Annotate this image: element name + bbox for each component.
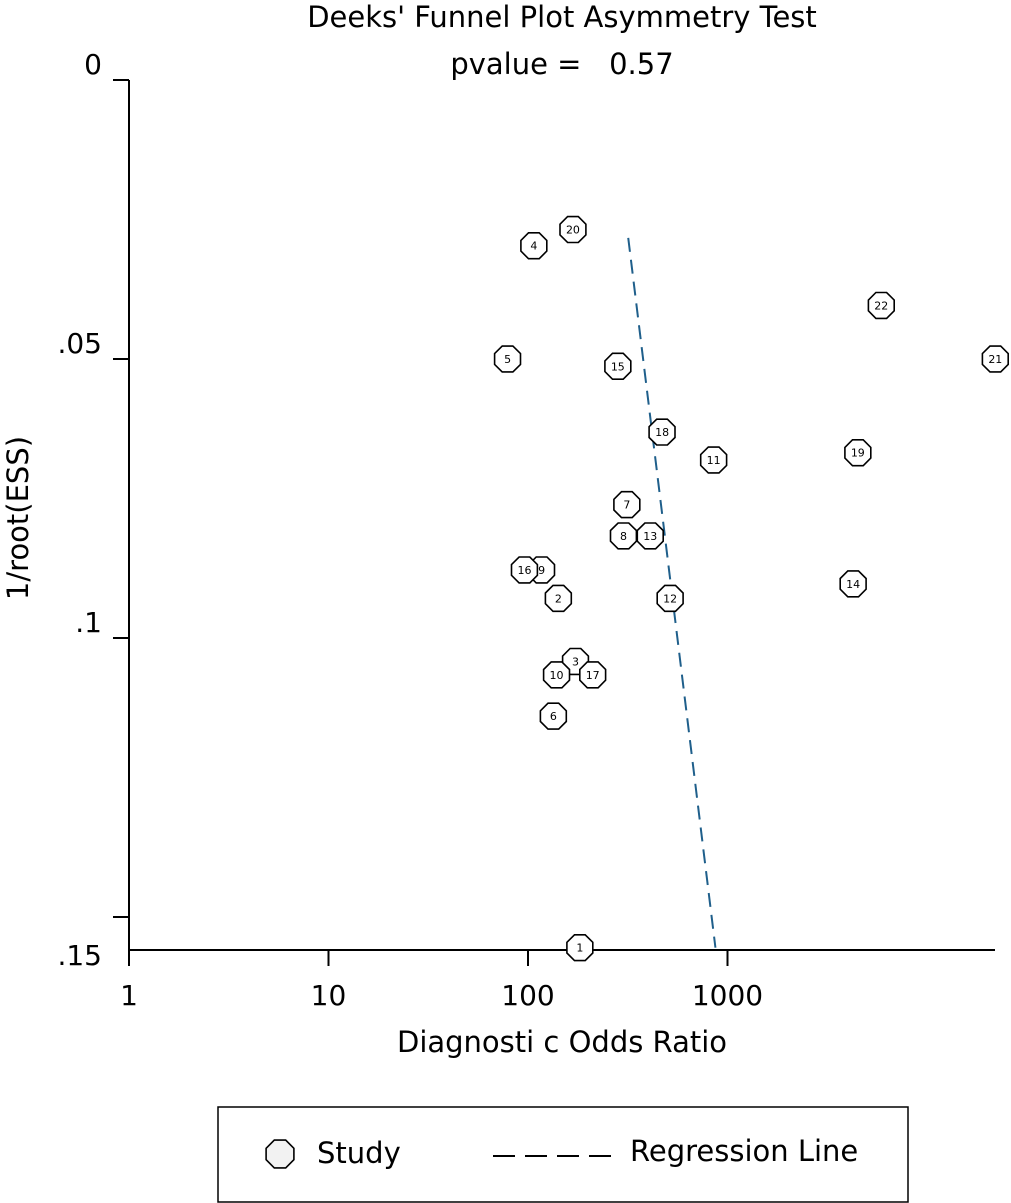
- study-label: 9: [538, 564, 545, 577]
- legend-octagon-symbol: [265, 1139, 295, 1169]
- axes: [128, 80, 995, 951]
- study-point-12: 12: [656, 584, 684, 613]
- study-point-14: 14: [839, 570, 867, 598]
- study-label: 15: [611, 360, 625, 373]
- x-ticks: 1 10 100 1000: [120, 950, 763, 1012]
- study-point-1: 1: [566, 934, 594, 962]
- study-point-19: 19: [844, 439, 872, 467]
- study-point-21: 21: [981, 345, 1009, 373]
- y-tick-label: .05: [57, 327, 102, 360]
- study-marker: [844, 439, 872, 467]
- study-label: 14: [846, 578, 860, 591]
- chart-title: Deeks' Funnel Plot Asymmetry Test: [307, 0, 817, 34]
- y-tick-label: 0: [84, 48, 102, 81]
- study-point-6: 6: [539, 702, 568, 730]
- study-label: 4: [530, 240, 537, 253]
- study-label: 22: [874, 299, 888, 312]
- x-tick-label: 10: [311, 979, 347, 1012]
- study-point-17: 17: [579, 661, 607, 689]
- study-marker: [656, 584, 684, 613]
- study-point-20: 20: [559, 215, 587, 244]
- legend-label: Study: [317, 1136, 401, 1170]
- x-tick-label: 1000: [692, 979, 763, 1012]
- study-label: 17: [586, 669, 600, 682]
- study-label: 10: [550, 669, 564, 682]
- y-tick-label: .15: [57, 939, 102, 972]
- x-axis-label: Diagnosti c Odds Ratio: [397, 1025, 727, 1059]
- study-point-15: 15: [604, 352, 632, 380]
- study-marker: [539, 702, 568, 730]
- study-point-8: 8: [609, 522, 638, 550]
- study-marker: [559, 215, 587, 244]
- study-marker: [566, 934, 594, 962]
- y-axis-label: 1/root(ESS): [1, 436, 35, 600]
- legend-item-1: Study: [265, 1136, 401, 1170]
- study-marker: [839, 570, 867, 598]
- y-ticks: 0 .05 .1 .15: [57, 48, 129, 972]
- study-label: 8: [620, 530, 627, 543]
- study-point-2: 2: [544, 584, 573, 613]
- study-point-16: 16: [510, 556, 539, 584]
- study-label: 18: [655, 426, 669, 439]
- study-label: 21: [988, 353, 1002, 366]
- study-marker: [604, 352, 632, 380]
- study-label: 6: [550, 710, 557, 723]
- study-label: 7: [623, 499, 630, 512]
- study-label: 12: [663, 592, 677, 605]
- study-label: 11: [707, 454, 721, 467]
- study-marker: [579, 661, 607, 689]
- study-point-11: 11: [699, 446, 728, 474]
- study-marker: [520, 232, 548, 260]
- study-label: 1: [576, 942, 583, 955]
- x-tick-label: 100: [501, 979, 554, 1012]
- study-label: 13: [643, 530, 657, 543]
- study-point-4: 4: [520, 232, 548, 260]
- study-marker: [544, 584, 573, 613]
- study-point-7: 7: [613, 490, 641, 519]
- study-marker: [609, 522, 638, 550]
- study-marker: [542, 661, 571, 689]
- x-tick-label: 1: [120, 979, 138, 1012]
- study-marker: [648, 418, 676, 446]
- study-label: 20: [566, 224, 580, 237]
- study-marker: [699, 446, 728, 474]
- study-point-18: 18: [648, 418, 676, 446]
- study-label: 3: [572, 655, 579, 668]
- chart-subtitle: pvalue = 0.57: [450, 47, 673, 81]
- y-tick-label: .1: [75, 606, 102, 639]
- study-marker: [636, 522, 664, 550]
- study-marker: [613, 490, 641, 519]
- legend: Study Regression Line: [217, 1106, 909, 1203]
- legend-label: Regression Line: [630, 1134, 858, 1168]
- legend-box: [217, 1106, 909, 1203]
- legend-items: Study Regression Line: [265, 1134, 858, 1170]
- study-label: 16: [517, 564, 531, 577]
- study-point-10: 10: [542, 661, 571, 689]
- study-label: 5: [504, 353, 511, 366]
- study-marker: [981, 345, 1009, 373]
- study-marker: [493, 345, 522, 373]
- legend-item-2: Regression Line: [493, 1134, 858, 1168]
- study-label: 2: [555, 592, 562, 605]
- study-label: 19: [851, 447, 865, 460]
- study-point-13: 13: [636, 522, 664, 550]
- study-marker: [510, 556, 539, 584]
- study-point-5: 5: [493, 345, 522, 373]
- study-point-22: 22: [867, 291, 895, 320]
- study-marker: [867, 291, 895, 320]
